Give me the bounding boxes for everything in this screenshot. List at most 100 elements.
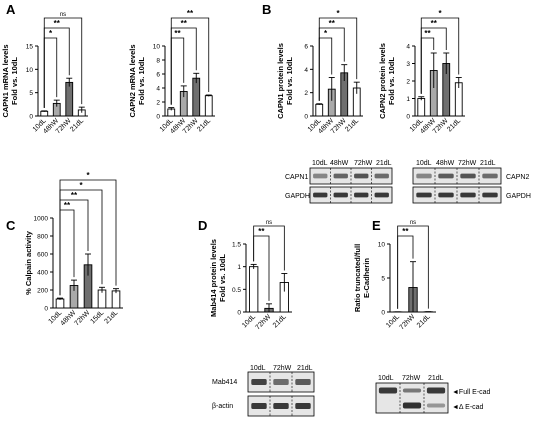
x-tick-label: 72hW: [74, 309, 92, 327]
y-axis-title-line: E-Cadherin: [362, 258, 371, 298]
blot-lane-label: 72hW: [354, 160, 373, 167]
bar: [111, 290, 121, 309]
y-tick-label: 4: [304, 67, 308, 74]
significance-label: *: [336, 9, 340, 18]
panel-letter-e: E: [372, 218, 381, 233]
bar: [417, 98, 426, 117]
significance-bracket: [170, 17, 210, 105]
y-axis-title: Ratio truncated/fullE-Cadherin: [353, 244, 371, 312]
blot-row-label: GAPDH: [506, 193, 531, 200]
y-tick-label: 10: [26, 67, 34, 74]
y-tick-label: 2: [304, 90, 308, 97]
y-tick-label: 0: [304, 114, 308, 121]
bar: [204, 95, 213, 117]
blot-band: [482, 192, 498, 198]
blot-band: [295, 379, 311, 385]
blot-band: [416, 173, 432, 179]
y-tick-label: 0: [44, 306, 48, 313]
blot-lane-label: 72hW: [402, 375, 421, 382]
chart-mab414_protein: 0 0.5 1 1.5 Mab414 protein levelsFold vs. 10…: [209, 220, 292, 331]
blot-band: [438, 173, 454, 179]
blot-band: [374, 173, 389, 179]
y-tick-label: 1000: [34, 216, 49, 223]
y-axis-title-line: Fold vs. 10dL: [285, 57, 294, 105]
blot-band: [354, 192, 369, 198]
y-tick-label: 0: [406, 114, 410, 121]
y-tick-label: 15: [26, 44, 34, 51]
blot-bactin-row: [247, 395, 315, 417]
significance-bracket: [43, 17, 83, 108]
significance-bracket: [318, 17, 358, 101]
significance-label: **: [64, 201, 71, 210]
significance-bracket: [59, 209, 75, 296]
blot-band: [426, 403, 446, 408]
blot-capn1-gapdh-row: [309, 186, 393, 204]
blot-lane-label: 48hW: [330, 160, 349, 167]
y-tick-label: 0.5: [232, 287, 241, 294]
x-tick-label: 21dL: [446, 117, 462, 133]
y-tick-label: 0: [237, 310, 241, 317]
blot-row-label: CAPN1: [285, 174, 309, 181]
blot-ecad-image: [375, 382, 449, 414]
significance-label: **: [424, 29, 431, 38]
blot-lane-label: 21dL: [297, 365, 313, 372]
blot-band: [460, 173, 476, 179]
y-axis-title: CAPN2 mRNA levelsFold vs. 10dL: [128, 44, 146, 117]
significance-label: *: [438, 9, 442, 18]
blot-mab414-row: [247, 371, 315, 393]
significance-bracket: [59, 179, 117, 296]
blot-band: [438, 192, 454, 198]
y-tick-label: 1: [237, 264, 241, 271]
y-tick-label: 400: [37, 270, 48, 277]
blot-band: [313, 173, 328, 179]
y-axis-title-line: Fold vs. 10dL: [137, 57, 146, 105]
blot-band: [333, 173, 348, 179]
blot-capn1-band-row: [309, 167, 393, 185]
significance-label: **: [71, 191, 78, 200]
y-tick-label: 5: [29, 90, 33, 97]
y-tick-label: 5: [381, 276, 385, 283]
bar: [248, 266, 259, 313]
y-axis-title-line: Fold vs. 10dL: [218, 254, 227, 302]
significance-label: **: [174, 29, 181, 38]
y-tick-label: 3: [406, 61, 410, 68]
y-axis-title-line: % Calpain activity: [24, 230, 33, 295]
y-tick-label: 0: [381, 310, 385, 317]
panel-letter-b: B: [262, 2, 272, 17]
y-tick-label: 2: [156, 100, 160, 107]
blot-band: [273, 403, 289, 409]
significance-bracket: [253, 225, 285, 271]
y-axis-title-line: Ratio truncated/full: [353, 244, 362, 312]
blot-lane-label: 10dL: [250, 365, 266, 372]
x-tick-label: 21dL: [344, 117, 360, 133]
blot-band: [273, 379, 289, 385]
y-tick-label: 8: [156, 58, 160, 65]
y-tick-label: 4: [156, 86, 160, 93]
y-axis-title-line: CAPN1 mRNA levels: [1, 44, 10, 117]
blot-band: [333, 192, 348, 198]
significance-label: ns: [410, 220, 416, 226]
blot-row-label: β-actin: [212, 403, 234, 410]
y-tick-label: 800: [37, 234, 48, 241]
blot-band: [426, 387, 446, 394]
panel-letter-c: C: [6, 218, 16, 233]
blot-band: [251, 403, 267, 409]
y-axis-title-line: CAPN2 mRNA levels: [128, 44, 137, 117]
blot-lane-label: 48hW: [436, 160, 455, 167]
blot-row-label: GAPDH: [285, 193, 310, 200]
significance-label: **: [329, 19, 336, 28]
significance-label: ns: [60, 12, 66, 18]
blot-band: [460, 192, 476, 198]
blot-band: [313, 192, 328, 198]
x-tick-label: 21dL: [272, 313, 288, 329]
y-tick-label: 0: [29, 114, 33, 121]
y-tick-label: 600: [37, 252, 48, 259]
significance-label: **: [181, 19, 188, 28]
y-axis-title-line: CAPN2 protein levels: [378, 43, 387, 119]
blot-row-label: Mab414: [212, 379, 238, 386]
y-tick-label: 6: [156, 72, 160, 79]
